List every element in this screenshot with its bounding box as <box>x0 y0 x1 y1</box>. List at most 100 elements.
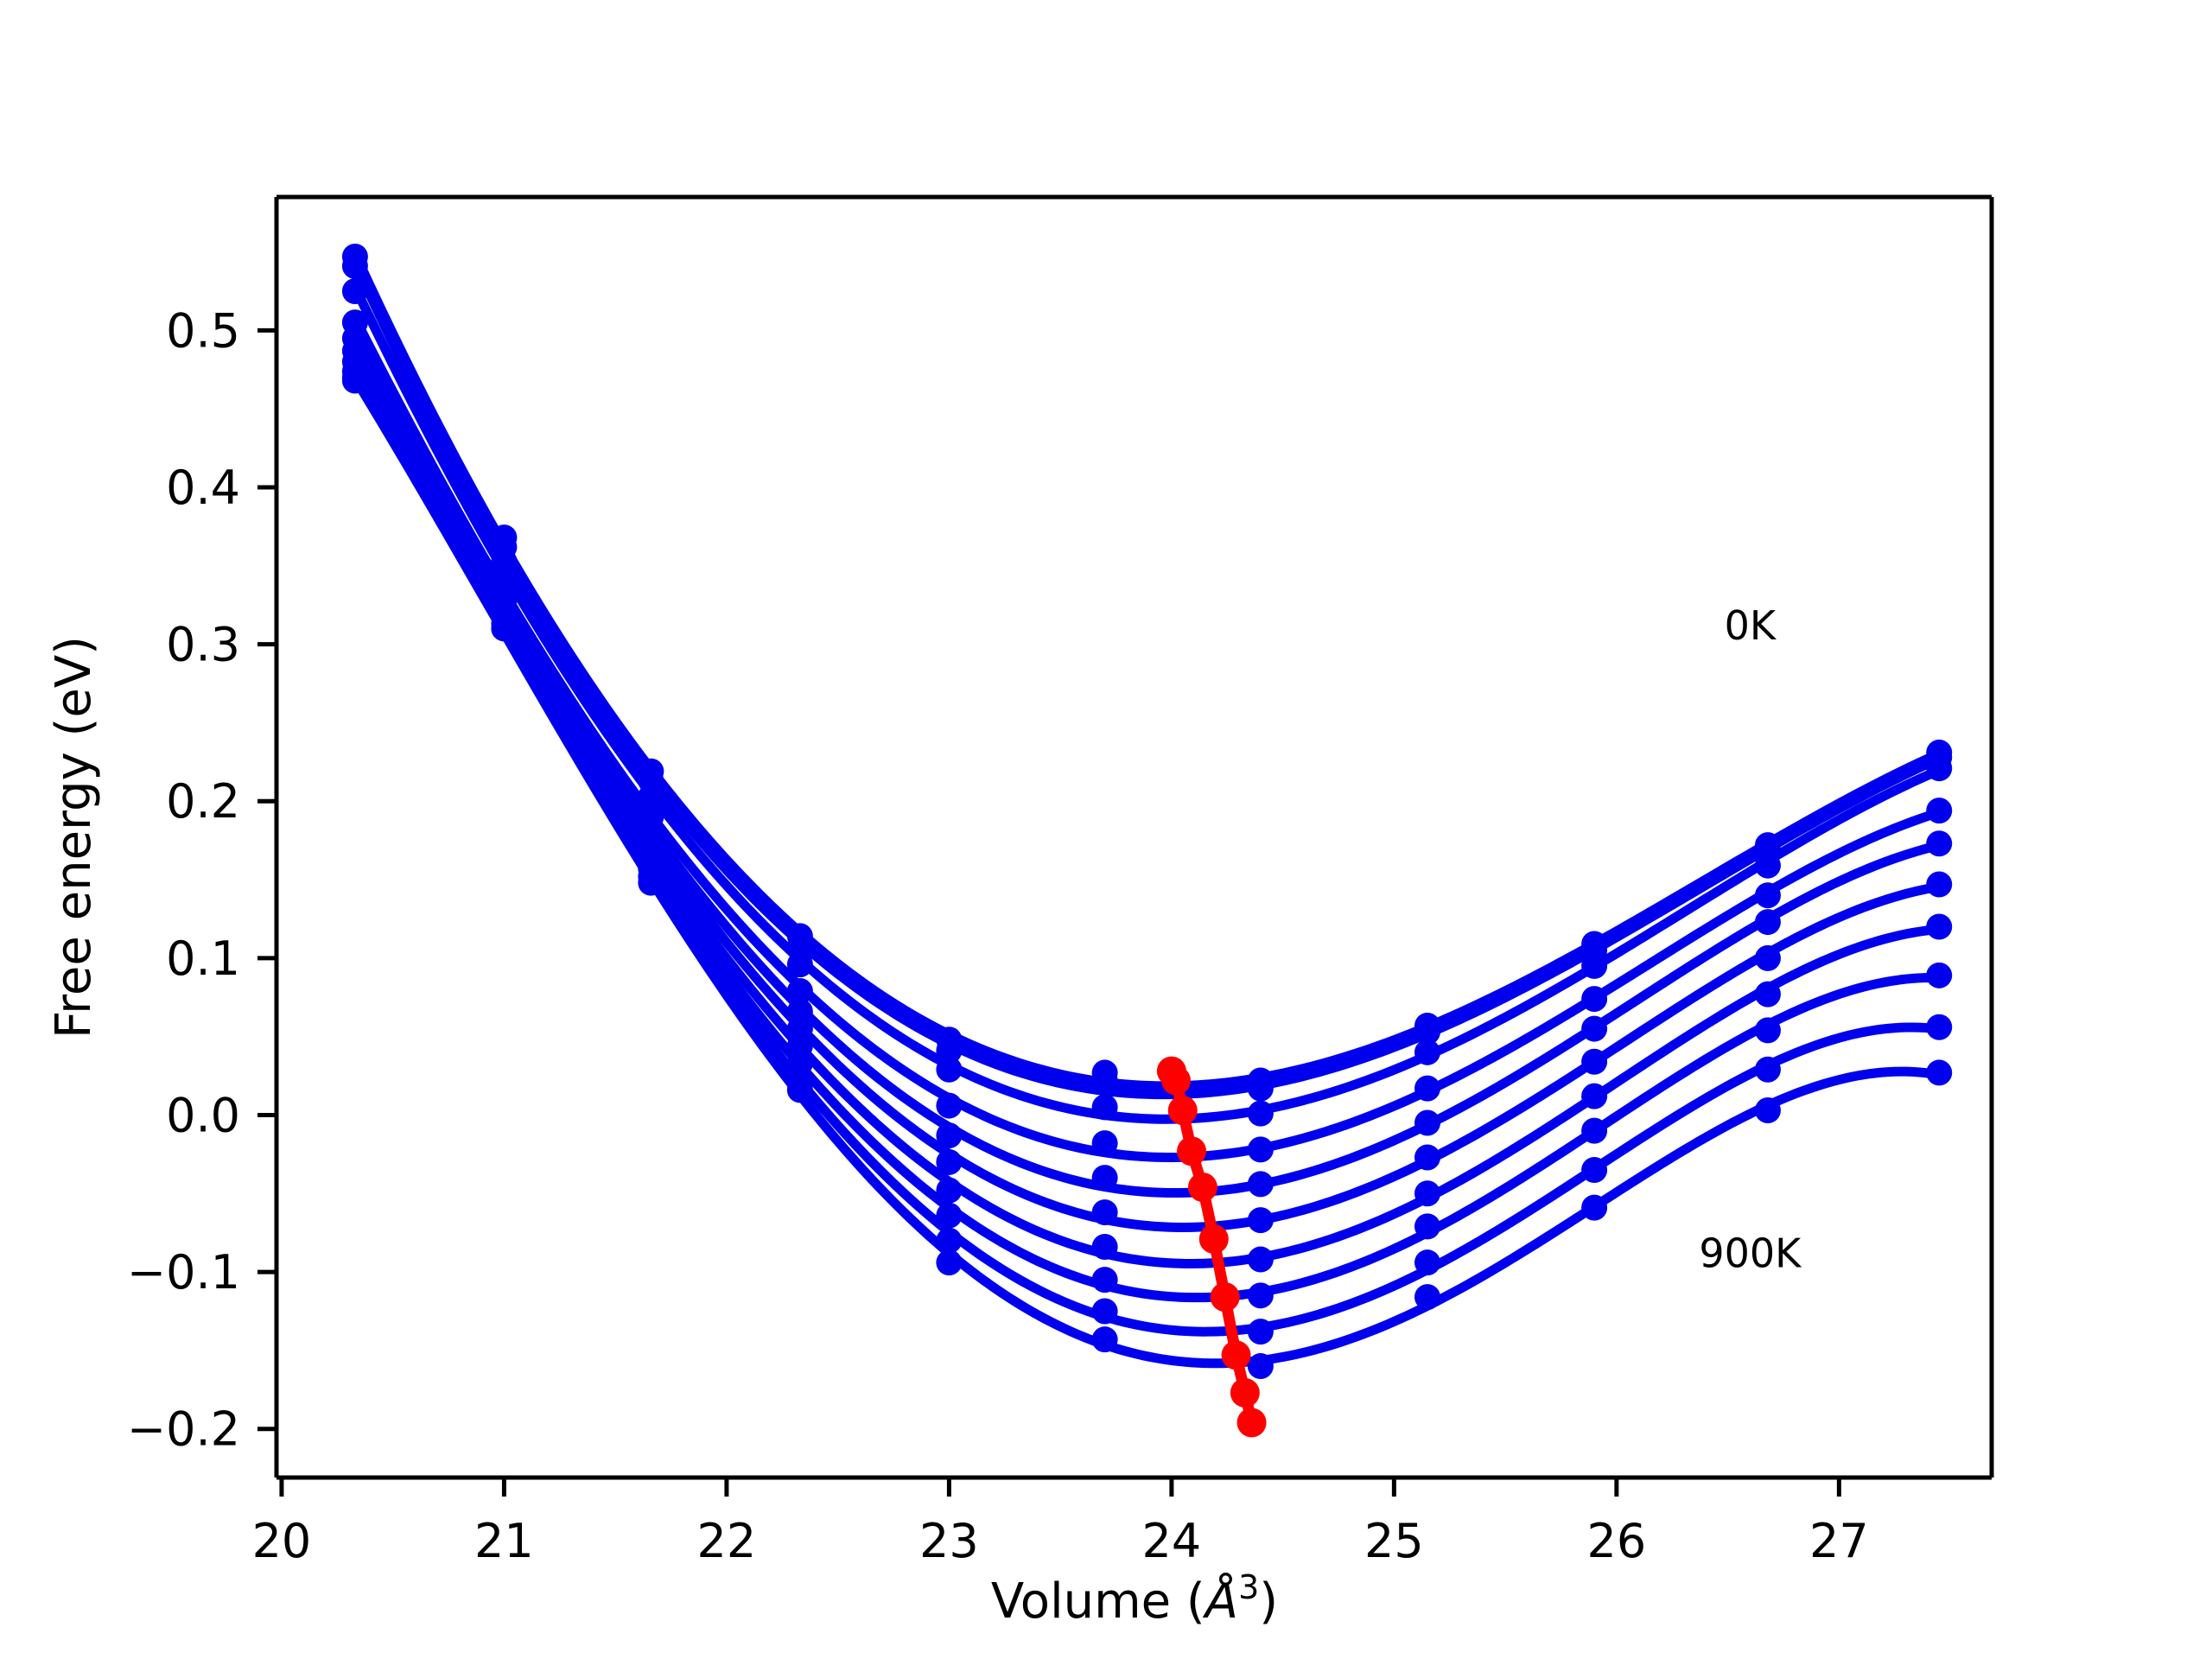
data-point <box>1247 1171 1274 1198</box>
data-point <box>936 1148 963 1175</box>
data-point <box>1247 1282 1274 1309</box>
plot-content <box>341 244 1953 1438</box>
x-axis-label: Volume (Å3) <box>991 1568 1278 1630</box>
eos-curve-900K <box>350 374 1948 1369</box>
data-point <box>1414 1284 1440 1311</box>
data-point <box>1414 1213 1440 1240</box>
data-point <box>1247 1353 1274 1380</box>
data-point <box>341 367 368 394</box>
eos-curves <box>350 249 1948 1369</box>
data-point <box>1926 913 1953 940</box>
ticks-and-labels: 20 21 22 23 24 25 26 27 0.5 0.4 0.3 0.2 0.1 0.0 −0.1 −0… <box>127 303 1869 1568</box>
eos-curve-600K <box>350 353 1948 1268</box>
eos-curve-100K <box>350 258 1948 1100</box>
data-point <box>1247 1207 1274 1234</box>
x-tick-label: 25 <box>1364 1514 1424 1568</box>
data-point <box>1754 981 1781 1007</box>
data-point-markers <box>341 244 1953 1380</box>
y-tick-label: 0.2 <box>166 774 240 829</box>
data-point <box>1926 830 1953 857</box>
data-point <box>491 615 518 642</box>
data-point <box>1091 1298 1118 1325</box>
data-point <box>1754 1097 1781 1124</box>
x-tick-label: 21 <box>474 1514 534 1568</box>
data-point <box>1926 798 1953 824</box>
minimum-point <box>1221 1340 1251 1370</box>
y-tick-label: −0.1 <box>127 1245 240 1300</box>
y-tick-label: −0.2 <box>127 1402 240 1457</box>
data-point <box>1091 1067 1118 1094</box>
data-point <box>638 869 664 896</box>
data-point <box>638 783 664 810</box>
data-point <box>1754 909 1781 936</box>
data-point <box>936 1038 963 1064</box>
data-point <box>1581 952 1608 979</box>
data-point <box>1414 1249 1440 1276</box>
minimum-point <box>1230 1377 1260 1408</box>
minimum-point <box>1210 1282 1240 1313</box>
data-point <box>936 1177 963 1204</box>
data-point <box>1247 1246 1274 1273</box>
data-point <box>786 977 813 1004</box>
data-point <box>936 1092 963 1119</box>
data-point <box>1091 1326 1118 1353</box>
y-tick-label: 0.1 <box>166 931 240 986</box>
data-point <box>1414 1019 1440 1046</box>
data-point <box>1247 1100 1274 1127</box>
data-point <box>786 951 813 978</box>
x-tick-label: 23 <box>919 1514 979 1568</box>
x-tick-label: 24 <box>1142 1514 1202 1568</box>
data-point <box>341 252 368 279</box>
minimum-point <box>1187 1173 1217 1203</box>
minimum-point <box>1198 1224 1229 1254</box>
data-point <box>1091 1165 1118 1192</box>
data-point <box>1414 1180 1440 1207</box>
minimum-point <box>1167 1096 1198 1126</box>
data-point <box>1581 1083 1608 1109</box>
axes-spines <box>274 194 1994 1480</box>
data-point <box>1414 1109 1440 1136</box>
annotations-layer: 0K 900K <box>1699 602 1802 1276</box>
data-point <box>1581 1117 1608 1144</box>
y-axis-label: Free energy (eV) <box>46 636 102 1039</box>
data-point <box>936 1227 963 1254</box>
x-tick-label: 22 <box>697 1514 757 1568</box>
data-point <box>1091 1094 1118 1121</box>
data-point <box>1414 1075 1440 1102</box>
data-point <box>1247 1136 1274 1163</box>
data-point <box>1754 1056 1781 1083</box>
data-point <box>1247 1319 1274 1345</box>
data-point <box>1754 1017 1781 1044</box>
data-point <box>786 1077 813 1103</box>
data-point <box>1926 1059 1953 1086</box>
data-point <box>1091 1267 1118 1294</box>
data-point <box>1754 882 1781 909</box>
x-axis-label-suffix: ) <box>1259 1573 1278 1630</box>
data-point <box>1581 986 1608 1013</box>
y-tick-label: 0.5 <box>166 303 240 358</box>
data-point <box>1926 755 1953 782</box>
minimum-point <box>1161 1065 1192 1096</box>
data-point <box>1414 1144 1440 1171</box>
x-tick-label: 20 <box>252 1514 312 1568</box>
data-point <box>936 1056 963 1083</box>
eos-curve-400K <box>350 329 1948 1198</box>
data-point <box>1091 1130 1118 1157</box>
minima-locus-line <box>1166 1065 1258 1428</box>
data-point <box>936 1249 963 1276</box>
data-point <box>1091 1234 1118 1261</box>
eos-curve-200K <box>350 283 1948 1124</box>
data-point <box>491 548 518 575</box>
data-point <box>341 277 368 304</box>
data-point <box>1581 1157 1608 1184</box>
x-axis-label-unit: Å <box>1203 1573 1238 1630</box>
x-tick-label: 26 <box>1587 1514 1647 1568</box>
data-point <box>1091 1199 1118 1226</box>
data-point <box>1581 1194 1608 1221</box>
x-axis-label-exponent: 3 <box>1238 1568 1259 1606</box>
data-point <box>1926 871 1953 898</box>
minimum-point <box>1177 1136 1207 1166</box>
x-tick-label: 27 <box>1809 1514 1869 1568</box>
